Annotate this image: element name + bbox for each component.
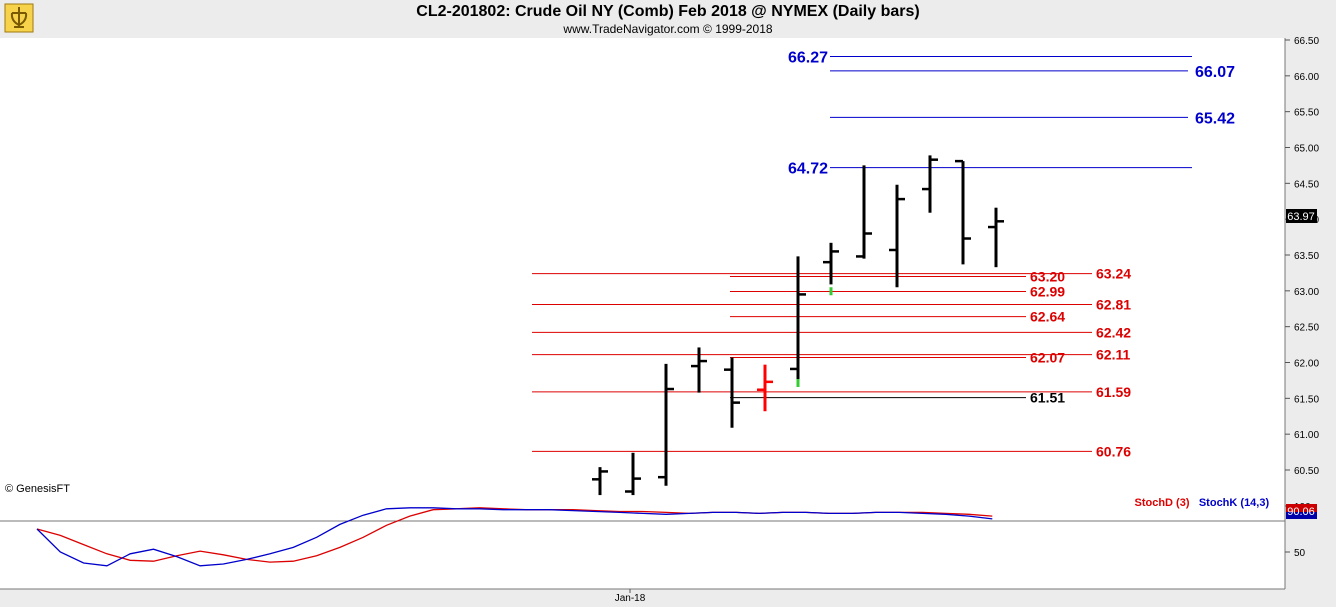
ohlc-bar: [955, 159, 971, 265]
red-short-level-label: 62.64: [1030, 309, 1065, 325]
support-resistance-levels: 66.27 66.07 65.42 64.72 63.24 62.81 62.42 62.11…: [532, 49, 1235, 459]
ohlc-bar: [592, 467, 608, 496]
ohlc-bar: [889, 184, 905, 288]
stochd-legend: StochD (3): [1135, 497, 1190, 509]
price-tick-label: 65.50: [1294, 108, 1319, 119]
red-level-label: 60.76: [1096, 443, 1131, 459]
red-level-label: 63.24: [1096, 266, 1131, 282]
time-tick-label: Jan-18: [615, 593, 646, 604]
ohlc-bar: [988, 207, 1004, 268]
stochastic-panel: [0, 521, 1285, 589]
price-tick-label: 64.50: [1294, 179, 1319, 190]
price-tick-label: 61.50: [1294, 394, 1319, 405]
ohlc-bar-highlighted: [757, 364, 773, 412]
time-axis: Jan-18: [615, 589, 646, 604]
chart-subtitle: www.TradeNavigator.com © 1999-2018: [563, 22, 773, 36]
price-tick-label: 66.00: [1294, 72, 1319, 83]
blue-level-label: 64.72: [788, 161, 828, 178]
stochk-legend: StochK (14,3): [1199, 497, 1270, 509]
red-short-level-label: 62.99: [1030, 284, 1065, 300]
ohlc-bar: [823, 242, 839, 285]
price-tick-label: 61.00: [1294, 430, 1319, 441]
red-level-label: 62.11: [1096, 347, 1130, 363]
stochastic-lines: [36, 507, 993, 567]
ohlc-bar: [625, 452, 641, 496]
stochastic-value-badge: 90.06: [1286, 504, 1317, 519]
trade-navigator-logo: [4, 3, 34, 33]
price-tick-label: 66.50: [1294, 36, 1319, 47]
red-short-level-label: 62.07: [1030, 349, 1065, 365]
green-marker: [829, 287, 833, 296]
ohlc-bar: [691, 347, 707, 393]
chart-header: CL2-201802: Crude Oil NY (Comb) Feb 2018…: [0, 0, 1336, 38]
red-level-label: 62.42: [1096, 324, 1131, 340]
price-tick-label: 60.50: [1294, 466, 1319, 477]
black-level-label: 61.51: [1030, 390, 1065, 406]
last-price-badge: 63.97: [1286, 209, 1317, 223]
blue-level-label: 65.42: [1195, 110, 1235, 127]
price-axis: 66.5066.0065.5065.0064.5064.0063.5063.00…: [1285, 36, 1319, 477]
price-panel: [0, 38, 1285, 521]
blue-level-label: 66.07: [1195, 64, 1235, 81]
stochastic-value-label: 90.06: [1287, 506, 1315, 518]
green-marker: [796, 378, 800, 387]
price-tick-label: 65.00: [1294, 144, 1319, 155]
ohlc-bar: [922, 155, 938, 213]
ohlc-bars: [592, 155, 1004, 496]
ohlc-bar: [724, 357, 740, 428]
stochastic-series-line: [36, 507, 993, 567]
last-price-label: 63.97: [1287, 211, 1315, 223]
ohlc-bar: [856, 165, 872, 259]
red-level-label: 62.81: [1096, 296, 1131, 312]
red-short-level-label: 63.20: [1030, 269, 1065, 285]
chart-title: CL2-201802: Crude Oil NY (Comb) Feb 2018…: [416, 3, 920, 20]
blue-level-label: 66.27: [788, 49, 828, 66]
red-level-label: 61.59: [1096, 384, 1131, 400]
price-tick-label: 63.50: [1294, 251, 1319, 262]
ohlc-bar: [790, 256, 806, 379]
price-tick-label: 62.00: [1294, 359, 1319, 370]
genesis-watermark: © GenesisFT: [5, 483, 70, 495]
stochastic-tick-label: 50: [1294, 548, 1306, 559]
price-tick-label: 62.50: [1294, 323, 1319, 334]
price-tick-label: 63.00: [1294, 287, 1319, 298]
ohlc-bar: [658, 363, 674, 486]
